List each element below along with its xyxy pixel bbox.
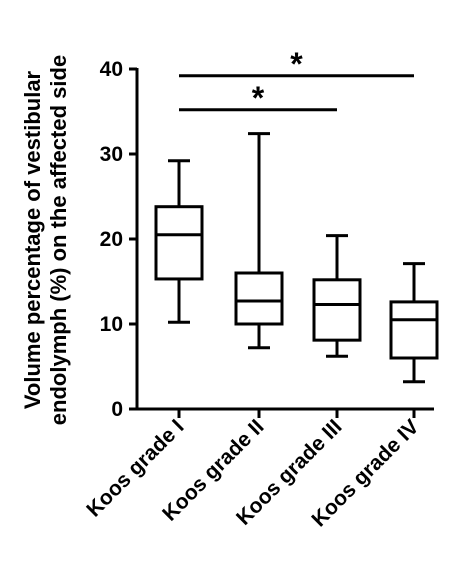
y-axis-title: Volume percentage of vestibular endolymp… — [20, 55, 71, 425]
box-2 — [234, 132, 284, 350]
box-1 — [154, 159, 204, 324]
y-tick-label: 0 — [111, 398, 123, 421]
significance-markers: ** — [179, 46, 414, 116]
boxes — [154, 132, 439, 384]
box-iqr — [234, 271, 284, 326]
significance-star: * — [252, 80, 265, 116]
y-axis-ticks: 0 10 20 30 40 — [100, 58, 137, 421]
axes — [135, 68, 434, 418]
y-tick-label: 30 — [100, 143, 123, 166]
y-tick-label: 20 — [100, 228, 123, 251]
significance-star: * — [290, 46, 303, 82]
box-iqr — [389, 300, 439, 360]
box-iqr — [312, 278, 362, 342]
y-tick-label: 10 — [100, 313, 123, 336]
y-axis-title-line2: endolymph (%) on the affected side — [46, 55, 71, 425]
box-4 — [389, 262, 439, 384]
y-tick-label: 40 — [100, 58, 123, 81]
box-3 — [312, 234, 362, 358]
y-axis-title-line1: Volume percentage of vestibular — [20, 70, 45, 409]
box-iqr — [154, 205, 204, 281]
